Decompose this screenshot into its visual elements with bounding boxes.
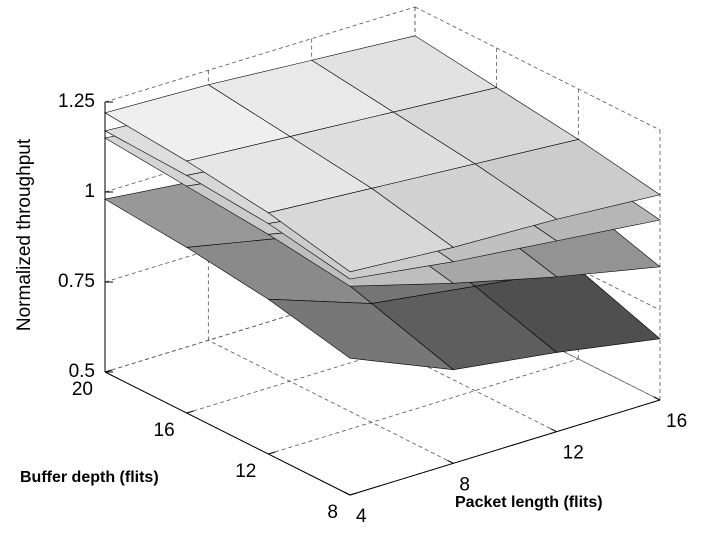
x-axis-label: Packet length (flits) [455,494,603,511]
grid-line [414,6,661,131]
z-tick-label: 0.75 [58,271,95,292]
tick-mark [186,410,194,414]
surface-face [267,298,455,371]
grid-line [208,339,454,464]
tick-mark [653,396,661,401]
y-axis-label: Buffer depth (flits) [20,469,159,486]
tick-mark [550,428,557,433]
x-tick-label: 12 [563,443,584,464]
tick-mark [349,492,358,496]
surface-face [267,188,455,273]
grid-line [414,276,661,401]
grid-line [104,276,416,373]
tick-mark [104,369,113,373]
grid-line [104,6,416,103]
y-tick-label: 12 [235,461,256,482]
z-tick-label: 1.25 [58,91,95,112]
tick-mark [343,491,351,496]
x-tick-label: 4 [356,506,367,527]
z-tick-label: 0.5 [69,361,95,382]
grid-line [268,358,579,455]
x-tick-label: 8 [459,474,470,495]
grid-line [186,317,497,414]
x-axis [349,399,661,496]
y-axis [104,371,351,496]
z-tick-label: 1 [84,181,95,202]
grid-line [311,308,557,433]
y-tick-label: 20 [72,379,93,400]
y-tick-label: 8 [327,502,338,523]
tick-mark [268,451,276,455]
tick-mark [447,459,454,464]
y-tick-label: 16 [154,420,175,441]
x-tick-label: 16 [666,411,687,432]
z-axis-label: Normalized throughput [14,138,35,331]
